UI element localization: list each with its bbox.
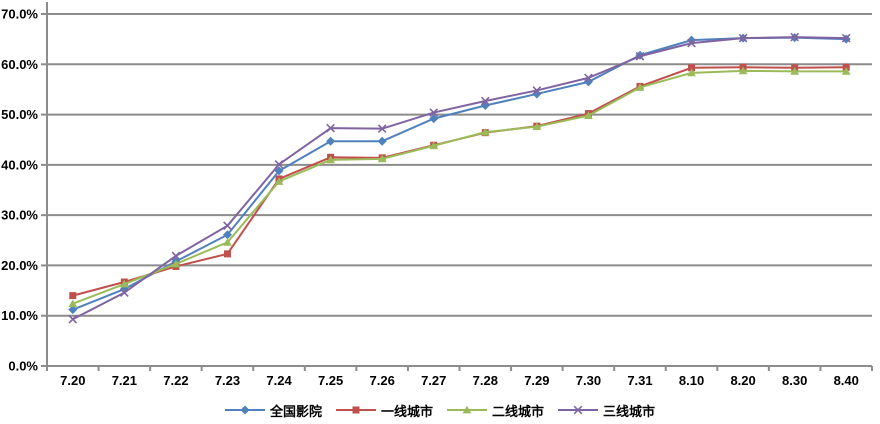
x-marker-icon: [223, 221, 232, 231]
triangle-marker-icon: [790, 67, 800, 75]
x-tick-label: 7.21: [112, 373, 137, 388]
diamond-marker-icon: [222, 230, 232, 240]
triangle-marker-icon: [377, 154, 387, 163]
y-tick-label: 60.0%: [1, 57, 38, 72]
legend-item-national: 全国影院: [224, 401, 322, 420]
triangle-marker-icon: [635, 83, 645, 91]
diamond-marker-icon: [326, 136, 336, 146]
x-tick-label: 7.28: [473, 373, 498, 388]
y-tick-label: 30.0%: [1, 208, 38, 223]
square-marker-icon: [69, 292, 77, 300]
x-tick-label: 7.20: [60, 373, 85, 388]
x-marker-icon: [573, 405, 583, 415]
square-marker-icon: [352, 406, 360, 414]
x-tick-label: 7.24: [266, 373, 292, 388]
triangle-marker-icon: [462, 405, 472, 414]
x-marker-icon: [790, 32, 800, 42]
series-line-0: [72, 36, 847, 311]
x-tick-label: 7.29: [524, 373, 549, 388]
legend-item-tier1: 一线城市: [335, 401, 433, 420]
x-marker-icon: [532, 86, 542, 95]
diamond-marker-icon: [224, 405, 265, 415]
x-marker-icon: [326, 123, 335, 133]
x-tick-label: 7.30: [576, 373, 601, 388]
diamond-marker-icon: [68, 305, 78, 315]
triangle-marker-icon: [326, 155, 335, 164]
triangle-marker-icon: [429, 141, 439, 150]
x-marker-icon: [841, 33, 851, 43]
triangle-marker-icon: [119, 279, 129, 288]
plot-area: 0.0% 10.0% 20.0% 30.0% 40.0% 50.0% 60.0% 70.0% 7…: [1, 2, 873, 388]
triangle-marker-icon: [223, 238, 232, 246]
y-tick-label: 0.0%: [8, 359, 38, 374]
x-tick-label: 8.30: [782, 373, 807, 388]
triangle-marker-icon: [532, 122, 542, 131]
x-marker-icon: [738, 33, 748, 43]
x-tick-label: 7.26: [370, 373, 395, 388]
legend-label-tier1: 一线城市: [380, 403, 433, 419]
x-marker-icon: [68, 314, 78, 324]
legend-label-tier3: 三线城市: [603, 403, 656, 419]
x-tick-label: 7.23: [215, 373, 240, 388]
triangle-marker-icon: [171, 259, 181, 268]
x-tick-label: 8.40: [834, 373, 859, 388]
legend-label-tier2: 二线城市: [492, 403, 545, 419]
x-tick-label: 7.25: [318, 373, 343, 388]
series-line-1: [72, 66, 847, 297]
x-marker-icon: [480, 96, 490, 106]
y-tick-label: 20.0%: [1, 258, 38, 273]
legend-label-national: 全国影院: [269, 403, 322, 419]
y-tick-label: 40.0%: [1, 157, 38, 172]
triangle-marker-icon: [841, 67, 851, 75]
y-tick-label: 10.0%: [1, 308, 38, 323]
y-tick-label: 50.0%: [1, 107, 38, 122]
x-marker-icon: [429, 108, 439, 117]
x-tick-label: 7.22: [163, 373, 188, 388]
x-marker-icon: [635, 51, 645, 61]
x-marker-icon: [377, 124, 387, 134]
x-tick-label: 7.31: [627, 373, 652, 388]
triangle-marker-icon: [480, 127, 490, 136]
series-line-2: [72, 69, 847, 305]
triangle-marker-icon: [687, 68, 696, 77]
square-marker-icon: [688, 64, 696, 72]
legend-item-tier3: 三线城市: [558, 401, 655, 420]
diamond-marker-icon: [429, 114, 439, 124]
triangle-marker-icon: [447, 405, 487, 414]
x-marker-icon: [584, 73, 593, 83]
x-marker-icon: [274, 159, 284, 169]
diamond-marker-icon: [240, 405, 250, 415]
triangle-marker-icon: [68, 299, 78, 308]
legend-item-tier2: 二线城市: [447, 401, 544, 420]
triangle-marker-icon: [584, 111, 593, 119]
x-tick-label: 8.20: [730, 373, 755, 388]
x-marker-icon: [687, 38, 696, 48]
x-marker-icon: [171, 251, 181, 261]
y-tick-label: 70.0%: [1, 7, 38, 22]
square-marker-icon: [335, 406, 376, 414]
x-tick-label: 7.27: [421, 373, 446, 388]
square-marker-icon: [223, 250, 231, 258]
x-tick-label: 8.10: [679, 373, 704, 388]
chart-legend: 全国影院 一线城市 二线城市 三线城市: [0, 399, 880, 421]
diamond-marker-icon: [274, 166, 284, 176]
series-line-3: [72, 36, 847, 321]
x-marker-icon: [119, 288, 129, 297]
diamond-marker-icon: [377, 136, 387, 146]
triangle-marker-icon: [738, 66, 748, 75]
x-marker-icon: [558, 405, 599, 415]
triangle-marker-icon: [274, 177, 284, 185]
